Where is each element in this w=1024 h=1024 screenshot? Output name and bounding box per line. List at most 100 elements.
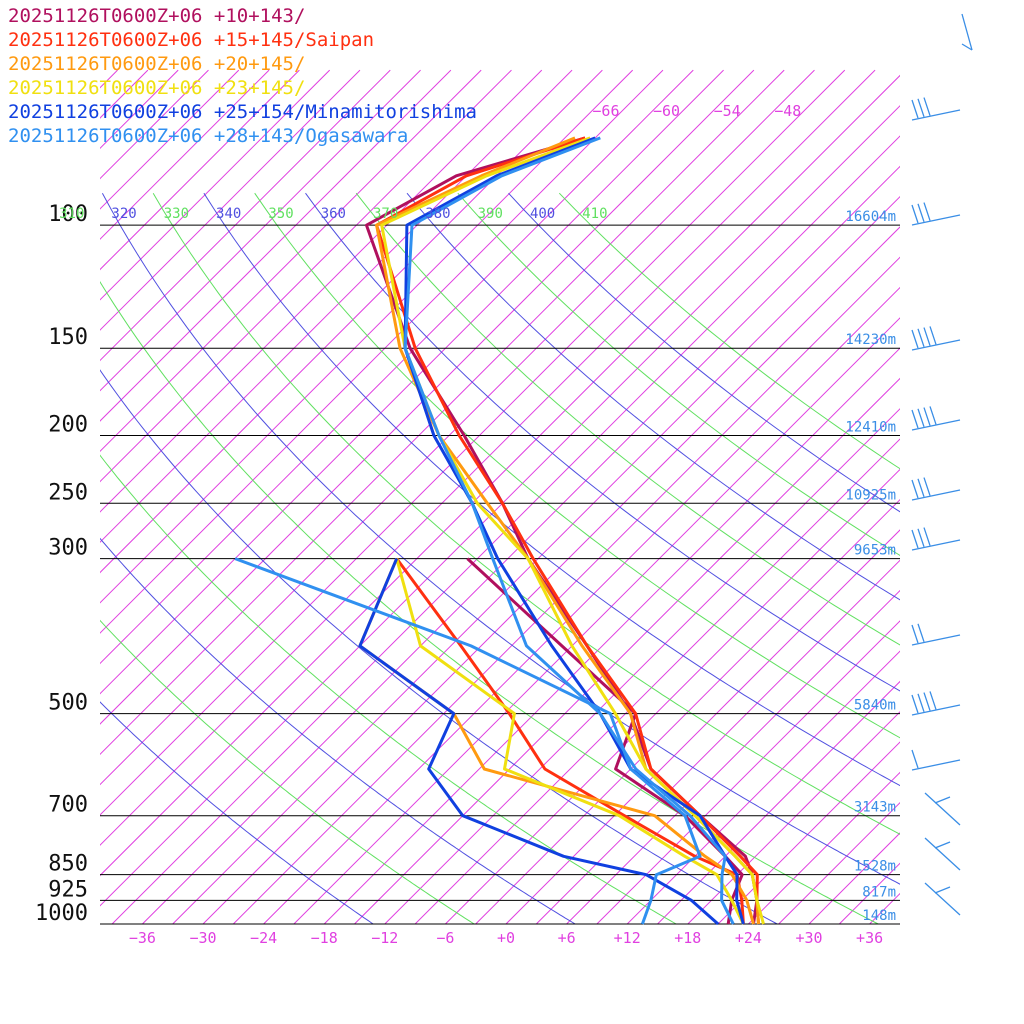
height-label: 148m (862, 908, 896, 924)
wind-barb-flag (923, 407, 931, 426)
theta-line (254, 192, 900, 739)
isotherm-line (100, 69, 846, 816)
theta-label: 310 (59, 206, 84, 222)
theta-line (100, 619, 475, 925)
wind-barb-flag (929, 406, 937, 425)
isotherm-line (100, 105, 900, 907)
wind-barb-flag (923, 327, 931, 346)
isotherm-line (100, 69, 331, 301)
temperature-tick-label: +36 (856, 929, 883, 947)
wind-barb-flag (923, 97, 931, 116)
wind-barb (924, 882, 961, 916)
isotherm-line (100, 69, 421, 392)
legend-entry-1: 20251126T0600Z+06 +15+145/Saipan (8, 29, 374, 51)
theta-label: 330 (164, 206, 189, 222)
wind-barb (924, 837, 961, 871)
temperature-tick-label: −36 (129, 929, 156, 947)
isotherm-line (445, 468, 900, 925)
wind-barb-staff (911, 339, 961, 351)
theta-line (355, 192, 900, 646)
wind-barb-flag (911, 479, 919, 499)
isotherm-line (961, 70, 1024, 924)
wind-barb-staff (911, 634, 961, 646)
wind-barb-flag (934, 796, 951, 804)
isotherm-line (596, 620, 900, 925)
isotherm-line (263, 286, 900, 925)
sounding-profiles (234, 136, 765, 925)
wind-barb-flag (911, 409, 919, 429)
isotherm-line (0, 70, 27, 924)
isotherm-line (930, 70, 1024, 924)
isotherm-line (323, 347, 900, 925)
pressure-label: 250 (48, 480, 88, 505)
wind-barb-flag (929, 326, 937, 345)
isotherm-line (100, 69, 815, 786)
wind-barbs (911, 13, 973, 916)
wind-barb-flag (917, 693, 925, 713)
theta-line (101, 192, 900, 885)
isotherm-line (100, 69, 694, 665)
isotherm-line (232, 256, 900, 925)
theta-line (406, 192, 900, 601)
wind-barb-flag (961, 43, 973, 51)
temperature-tick-label: +12 (614, 929, 641, 947)
pressure-label: 300 (48, 536, 88, 561)
temperature-tick-label: −24 (250, 929, 277, 947)
wind-barb-flag (911, 749, 919, 769)
isotherm-lines (0, 69, 1024, 925)
theta-line (100, 537, 576, 925)
isotherm-line (626, 650, 900, 925)
isotherm-line (100, 69, 724, 695)
isotherm-line (748, 771, 900, 925)
pressure-label: 700 (48, 793, 88, 818)
height-label: 10925m (845, 487, 896, 503)
isotherm-line (808, 832, 900, 925)
wind-barb-staff (911, 489, 961, 501)
wind-barb-staff (911, 539, 961, 551)
height-label: 5840m (854, 698, 896, 714)
isotherm-line (100, 69, 209, 180)
wind-barb (924, 792, 961, 826)
wind-barb-flag (917, 98, 925, 118)
pressure-label: 150 (48, 325, 88, 350)
legend-entry-3: 20251126T0600Z+06 +23+145/ (8, 77, 305, 99)
legend-entry-4: 20251126T0600Z+06 +25+154/Minamitorishim… (8, 101, 477, 123)
wind-barb-flag (911, 694, 919, 714)
height-label: 3143m (854, 800, 896, 816)
height-label: 1528m (854, 859, 896, 875)
isotherm-line (100, 69, 755, 725)
theta-label: 370 (373, 206, 398, 222)
isotherm-line (100, 69, 785, 756)
theta-line (305, 192, 900, 692)
temperature-profile-4 (403, 136, 745, 925)
isotherm-line (687, 711, 900, 925)
temperature-tick-label: −6 (436, 929, 454, 947)
pressure-label: 200 (48, 413, 88, 438)
isotherm-line (172, 195, 900, 925)
wind-barb-flag (911, 529, 919, 549)
wind-barb-flag (929, 691, 937, 710)
wind-barb (911, 202, 961, 226)
axis-labels: 100 16604m 150 14230m 200 12410m 250 10925m 300 9… (35, 102, 896, 947)
theta-label: 360 (321, 206, 346, 222)
wind-barb-staff (911, 109, 961, 121)
upper-temperature-label: −60 (653, 102, 680, 120)
theta-line (508, 192, 900, 513)
height-label: 817m (862, 884, 896, 900)
wind-barb (911, 477, 961, 501)
wind-barb-flag (923, 202, 931, 221)
temperature-tick-label: +30 (795, 929, 822, 947)
height-label: 12410m (845, 420, 896, 436)
isotherm-line (100, 69, 634, 604)
wind-barb-flag (917, 528, 925, 548)
wind-barb-flag (917, 408, 925, 428)
isotherm-line (566, 589, 900, 925)
theta-label: 320 (111, 206, 136, 222)
legend: 20251126T0600Z+06 +10+143/20251126T0600Z… (8, 5, 477, 147)
isotherm-line (100, 69, 482, 453)
pressure-label: 925 (48, 877, 88, 902)
wind-barb (911, 97, 961, 121)
isotherm-line (142, 165, 900, 925)
temperature-tick-label: +0 (497, 929, 515, 947)
